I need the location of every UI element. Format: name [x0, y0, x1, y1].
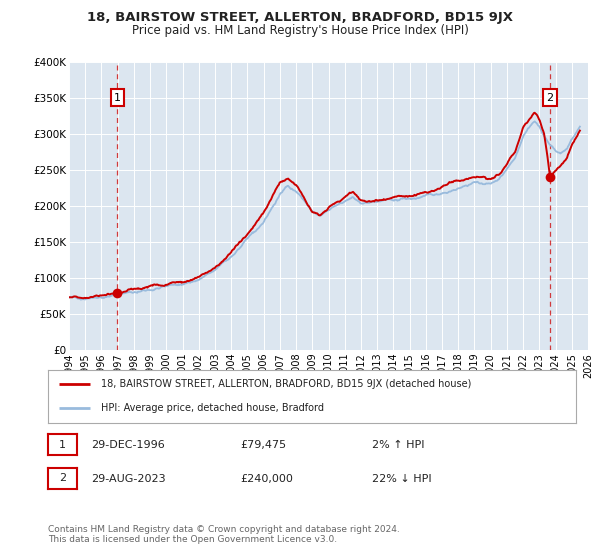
Text: £79,475: £79,475 — [240, 440, 286, 450]
Text: HPI: Average price, detached house, Bradford: HPI: Average price, detached house, Brad… — [101, 403, 324, 413]
Text: 18, BAIRSTOW STREET, ALLERTON, BRADFORD, BD15 9JX (detached house): 18, BAIRSTOW STREET, ALLERTON, BRADFORD,… — [101, 379, 471, 389]
Text: 2: 2 — [59, 473, 66, 483]
Text: Price paid vs. HM Land Registry's House Price Index (HPI): Price paid vs. HM Land Registry's House … — [131, 24, 469, 36]
Text: 29-AUG-2023: 29-AUG-2023 — [91, 474, 166, 484]
Text: 2% ↑ HPI: 2% ↑ HPI — [372, 440, 425, 450]
Text: 1: 1 — [59, 440, 66, 450]
Text: 18, BAIRSTOW STREET, ALLERTON, BRADFORD, BD15 9JX: 18, BAIRSTOW STREET, ALLERTON, BRADFORD,… — [87, 11, 513, 24]
Text: 1: 1 — [114, 92, 121, 102]
Text: 22% ↓ HPI: 22% ↓ HPI — [372, 474, 431, 484]
Text: This data is licensed under the Open Government Licence v3.0.: This data is licensed under the Open Gov… — [48, 535, 337, 544]
Text: Contains HM Land Registry data © Crown copyright and database right 2024.: Contains HM Land Registry data © Crown c… — [48, 525, 400, 534]
Text: £240,000: £240,000 — [240, 474, 293, 484]
Text: 2: 2 — [547, 92, 554, 102]
Text: 29-DEC-1996: 29-DEC-1996 — [91, 440, 165, 450]
